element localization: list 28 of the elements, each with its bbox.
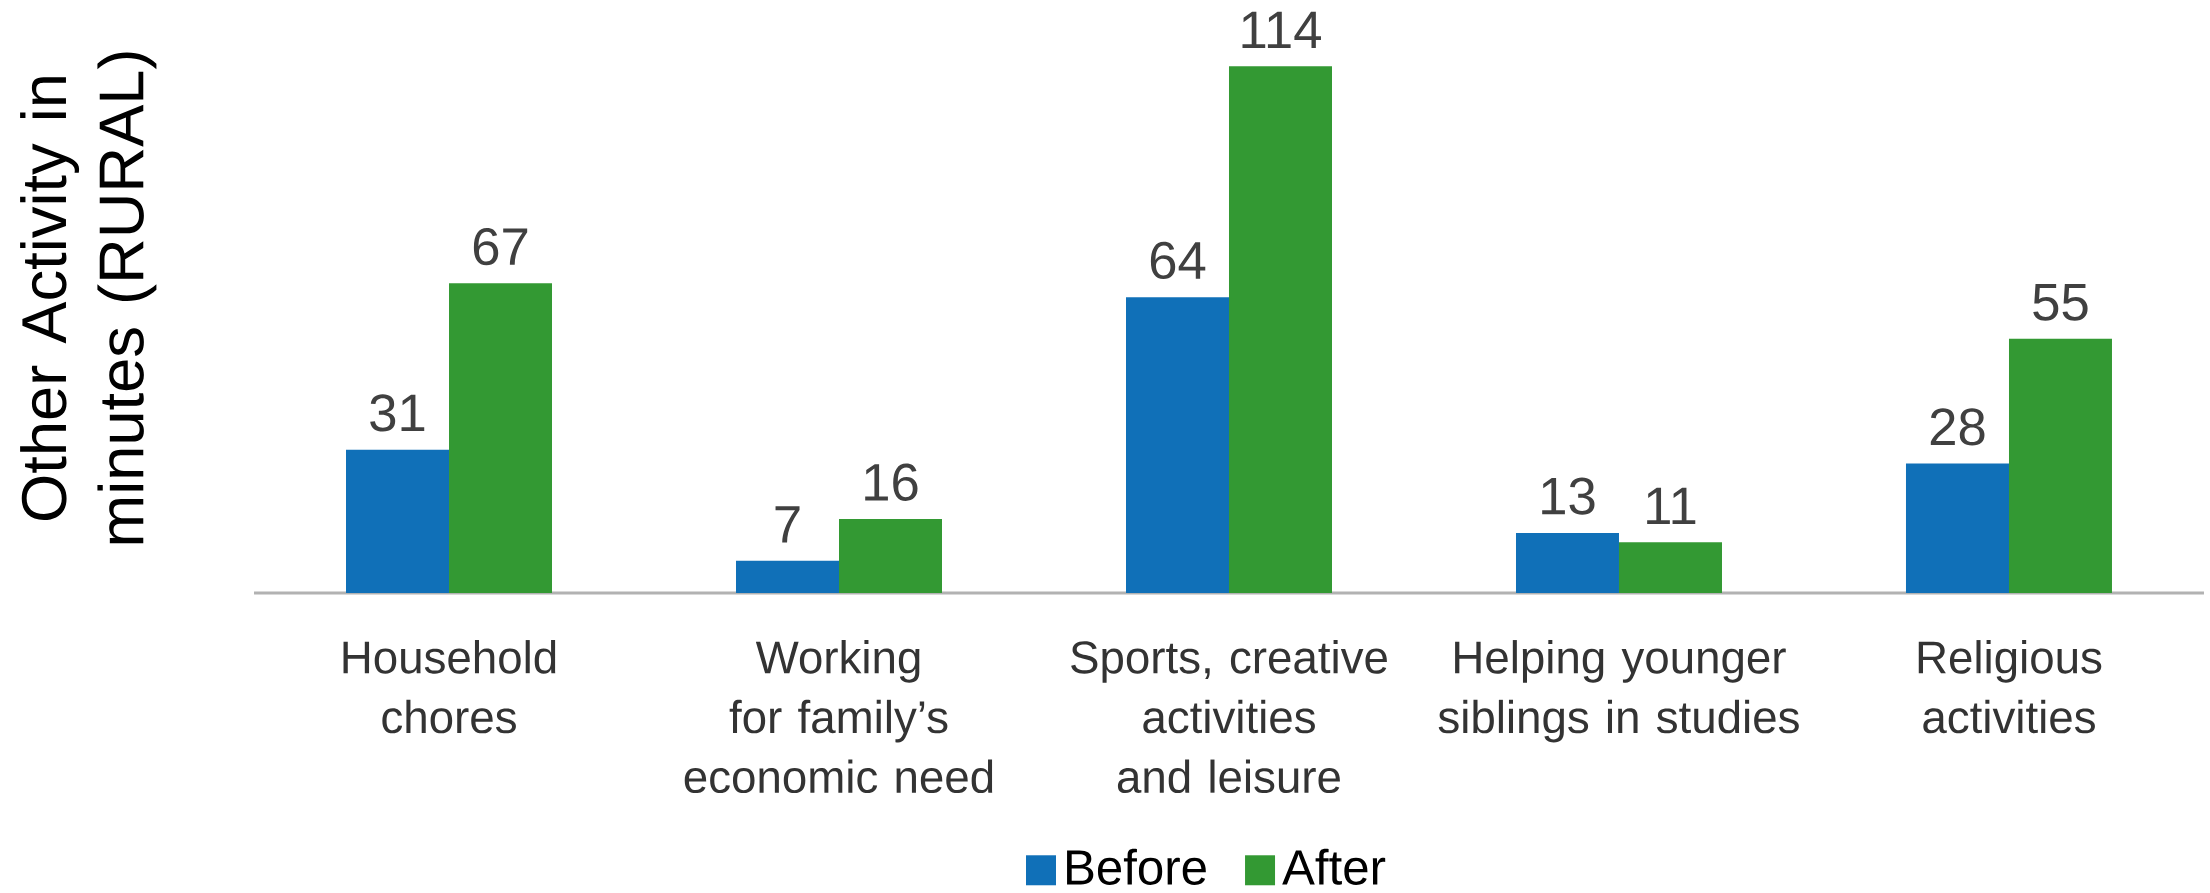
bar <box>839 519 942 593</box>
data-label: 11 <box>1647 487 1696 525</box>
legend-label: After <box>1282 848 1386 885</box>
data-label: 114 <box>1242 11 1321 49</box>
data-label: 13 <box>1542 477 1595 515</box>
data-label: 67 <box>473 227 528 266</box>
bar <box>1618 542 1722 593</box>
x-tick-label: Religious activities <box>1918 640 2102 734</box>
bar <box>346 449 450 593</box>
x-tick-label: Helping younger siblings in studies <box>1438 640 1799 743</box>
x-tick-label: Sports, creative activities and leisure <box>1071 640 1387 794</box>
data-label: 31 <box>370 394 425 432</box>
bar <box>1905 463 2009 593</box>
data-label: 7 <box>775 506 800 543</box>
bar <box>736 560 839 593</box>
bar <box>1126 297 1229 593</box>
data-label: 16 <box>865 463 918 501</box>
y-axis-title: Other Activity in minutes (RURAL) <box>20 52 157 544</box>
data-label: 28 <box>1930 408 1985 446</box>
x-tick-label: Working for family’s economic need <box>684 640 993 794</box>
legend-label: Before <box>1067 848 1206 885</box>
data-label: 55 <box>2033 283 2088 321</box>
data-label: 64 <box>1150 241 1206 280</box>
bar <box>1229 66 1332 593</box>
bar <box>1515 532 1619 593</box>
bar <box>2008 338 2112 593</box>
bar <box>449 283 553 593</box>
x-tick-label: Household chores <box>343 640 556 734</box>
